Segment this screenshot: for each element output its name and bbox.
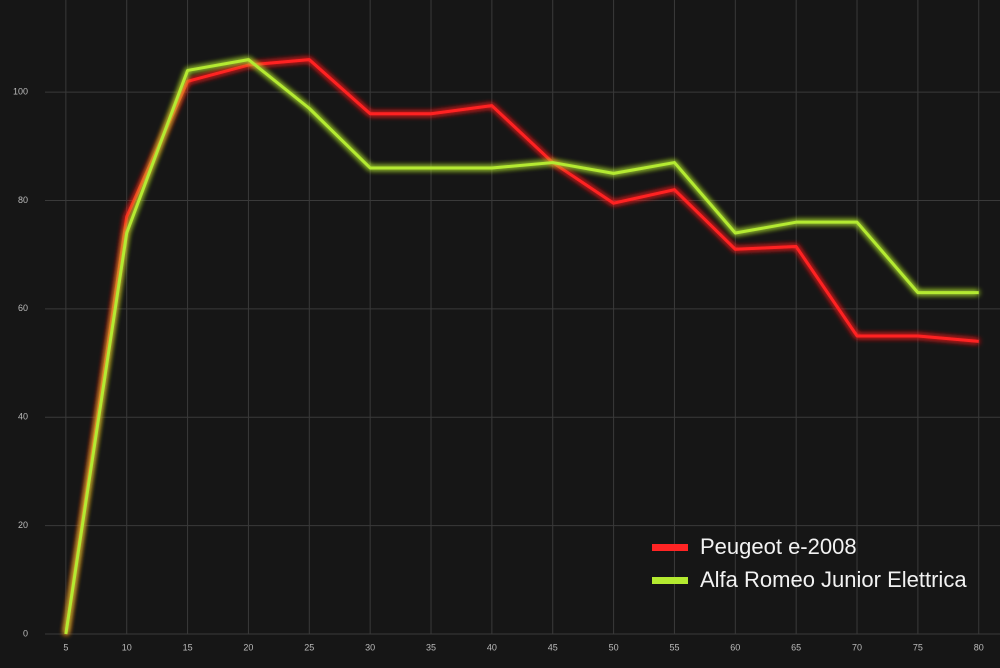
x-tick-label: 40 [487, 642, 497, 652]
series-line [64, 58, 979, 635]
y-tick-label: 0 [23, 628, 28, 638]
y-tick-label: 40 [18, 412, 28, 422]
legend-label: Alfa Romeo Junior Elettrica [700, 567, 967, 592]
x-tick-label: 20 [243, 642, 253, 652]
series-line [64, 58, 979, 635]
y-tick-label: 80 [18, 195, 28, 205]
x-tick-label: 55 [669, 642, 679, 652]
y-tick-label: 100 [13, 86, 28, 96]
legend-swatch [652, 544, 688, 551]
x-tick-label: 70 [852, 642, 862, 652]
x-tick-label: 45 [548, 642, 558, 652]
x-tick-label: 75 [913, 642, 923, 652]
x-tick-label: 65 [791, 642, 801, 652]
x-tick-label: 5 [63, 642, 68, 652]
y-tick-label: 20 [18, 520, 28, 530]
x-tick-label: 25 [304, 642, 314, 652]
legend-label: Peugeot e-2008 [700, 534, 857, 559]
x-tick-label: 80 [974, 642, 984, 652]
x-tick-label: 50 [609, 642, 619, 652]
x-tick-label: 15 [183, 642, 193, 652]
x-tick-label: 60 [730, 642, 740, 652]
x-tick-label: 30 [365, 642, 375, 652]
y-tick-label: 60 [18, 303, 28, 313]
legend-swatch [652, 577, 688, 584]
x-tick-label: 10 [122, 642, 132, 652]
x-tick-label: 35 [426, 642, 436, 652]
